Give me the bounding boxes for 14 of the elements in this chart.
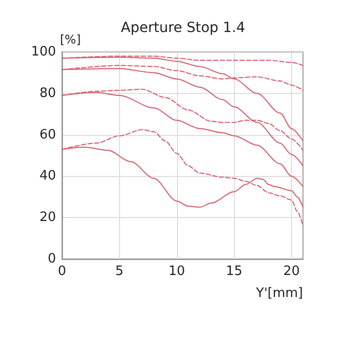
chart-title: Aperture Stop 1.4 bbox=[120, 20, 246, 36]
x-tick-label: 10 bbox=[168, 264, 186, 279]
y-tick-label: 100 bbox=[31, 44, 56, 60]
x-tick-label: 15 bbox=[226, 264, 242, 279]
y-tick-label: 60 bbox=[39, 127, 56, 142]
y-tick-label: 0 bbox=[48, 252, 56, 266]
y-axis-title: [%] bbox=[60, 32, 81, 47]
y-tick-label: 80 bbox=[39, 86, 56, 101]
y-tick-label: 20 bbox=[39, 210, 56, 226]
x-axis-title: Y'[mm] bbox=[255, 286, 303, 301]
x-tick-label: 5 bbox=[115, 264, 124, 279]
x-tick-label: 20 bbox=[283, 264, 300, 279]
y-tick-label: 40 bbox=[39, 168, 56, 184]
x-tick-label: 0 bbox=[58, 264, 66, 279]
